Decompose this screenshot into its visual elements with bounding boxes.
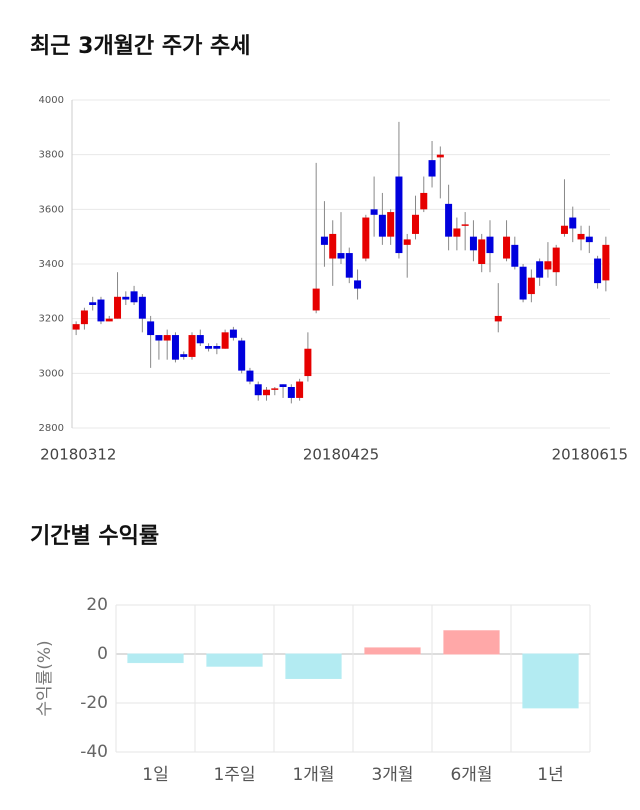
- candle-body: [486, 236, 494, 254]
- chart-title: 기간별 수익률: [30, 524, 159, 549]
- candle-body: [304, 348, 312, 377]
- candle-body: [370, 209, 378, 215]
- x-tick-label: 1주일: [213, 765, 255, 785]
- candle-body: [511, 244, 519, 267]
- candle-body: [296, 381, 304, 398]
- candle-body: [205, 346, 213, 349]
- x-tick-label: 1일: [142, 765, 168, 785]
- candle-body: [329, 233, 337, 259]
- candle-body: [263, 389, 271, 396]
- candle-body: [320, 236, 328, 245]
- candle-body: [114, 296, 122, 319]
- y-tick-label: 4000: [39, 95, 64, 106]
- candle-body: [105, 318, 113, 322]
- y-axis-label: 수익률(%): [35, 640, 55, 716]
- candle-body: [155, 335, 163, 341]
- candle-body: [420, 192, 428, 210]
- bar: [206, 653, 263, 667]
- y-tick-label: 3200: [39, 314, 64, 325]
- x-tick-label: 20180615: [552, 446, 628, 464]
- candle-body: [147, 321, 155, 336]
- candle-body: [527, 277, 535, 295]
- candle-body: [362, 217, 370, 259]
- x-tick-label: 20180425: [303, 446, 379, 464]
- candle-body: [428, 160, 436, 177]
- y-tick-label: 3400: [39, 259, 64, 270]
- candle-body: [196, 335, 204, 344]
- candle-body: [213, 346, 221, 349]
- candle-body: [138, 296, 146, 319]
- candle-body: [254, 384, 262, 396]
- bar: [522, 653, 579, 709]
- y-tick-label: 0: [97, 644, 108, 664]
- y-tick-label: 3800: [39, 150, 64, 161]
- candle-body: [229, 329, 237, 338]
- candle-body: [569, 217, 577, 229]
- candle-body: [378, 214, 386, 237]
- candle-body: [594, 258, 602, 284]
- candle-body: [238, 340, 246, 371]
- candle-body: [469, 236, 477, 251]
- candle-body: [130, 291, 138, 303]
- candle-body: [577, 233, 585, 240]
- candle-body: [503, 236, 511, 259]
- x-tick-label: 1년: [537, 765, 563, 785]
- bar: [443, 630, 500, 655]
- candle-body: [395, 176, 403, 254]
- x-tick-label: 20180312: [40, 446, 116, 464]
- candle-body: [445, 203, 453, 237]
- candle-body: [345, 253, 353, 278]
- x-tick-label: 1개월: [292, 765, 334, 785]
- candle-body: [519, 266, 527, 300]
- candle-body: [478, 239, 486, 264]
- candle-body: [171, 335, 179, 360]
- candle-body: [271, 388, 279, 390]
- bar: [364, 647, 421, 655]
- candle-body: [80, 310, 88, 325]
- candle-body: [246, 370, 254, 382]
- candle-body: [560, 225, 568, 234]
- candle-body: [279, 384, 287, 387]
- candle-body: [180, 354, 188, 357]
- candle-body: [89, 302, 97, 305]
- candle-body: [287, 387, 295, 398]
- candle-body: [354, 280, 362, 289]
- candle-body: [602, 244, 610, 281]
- candle-body: [536, 261, 544, 278]
- candle-body: [544, 261, 552, 270]
- candle-body: [403, 239, 411, 245]
- candle-body: [387, 212, 395, 237]
- candle-body: [122, 296, 130, 300]
- y-tick-label: -40: [80, 742, 108, 762]
- y-tick-label: 3000: [39, 368, 64, 379]
- y-tick-label: 3600: [39, 204, 64, 215]
- bar: [285, 653, 342, 679]
- candle-body: [461, 224, 469, 226]
- candle-body: [436, 154, 444, 158]
- candle-body: [72, 324, 80, 330]
- candle-body: [453, 228, 461, 237]
- candle-body: [585, 236, 593, 243]
- x-tick-label: 3개월: [371, 765, 413, 785]
- y-tick-label: 2800: [39, 423, 64, 434]
- chart-title: 최근 3개월간 주가 추세: [30, 34, 250, 59]
- bar: [127, 653, 184, 664]
- candle-body: [552, 247, 560, 273]
- y-tick-label: 20: [86, 595, 108, 615]
- x-tick-label: 6개월: [450, 765, 492, 785]
- y-tick-label: -20: [80, 693, 108, 713]
- candle-body: [188, 335, 196, 357]
- candle-body: [312, 288, 320, 311]
- candle-body: [337, 253, 345, 259]
- candle-body: [97, 299, 105, 322]
- candle-body: [411, 214, 419, 234]
- candle-body: [163, 335, 171, 341]
- candle-body: [494, 315, 502, 322]
- candle-body: [221, 332, 229, 349]
